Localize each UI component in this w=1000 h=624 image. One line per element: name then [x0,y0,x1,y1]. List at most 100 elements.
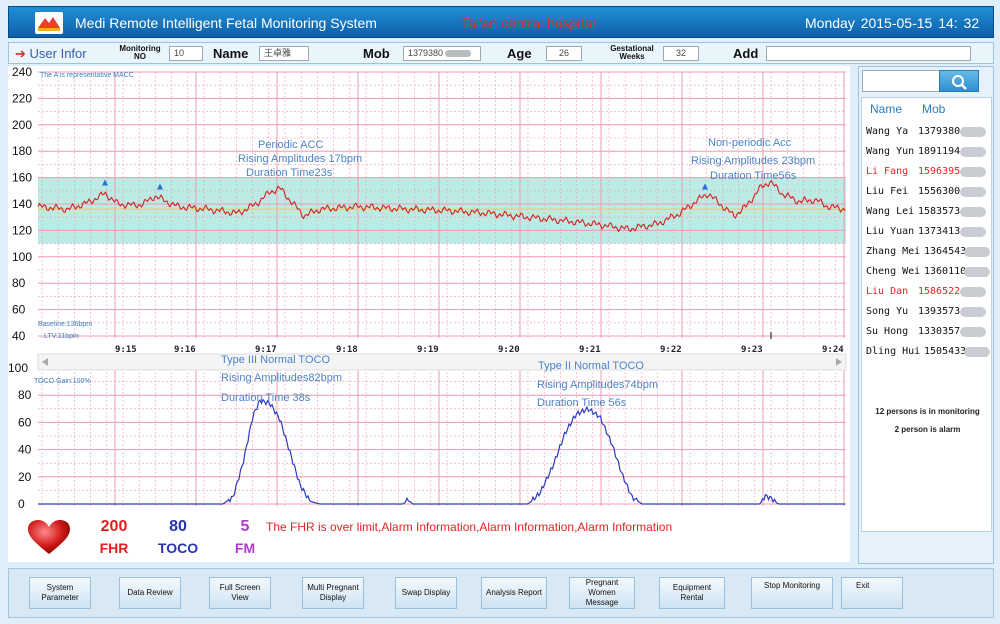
fhr-trace [37,179,846,233]
search-button[interactable] [939,70,979,92]
annotation-text: Duration Time23s [246,167,333,179]
search-input[interactable] [862,70,942,92]
monitoring-no-label: Monitoring NO [119,44,161,61]
full-screen-view-button[interactable]: Full Screen View [209,577,271,609]
gestational-weeks-field[interactable]: 32 [663,46,699,61]
fhr-y-tick-label: 40 [12,329,26,343]
user-infor-label: User Infor [29,46,87,61]
patient-row[interactable]: Liu Dan 1586522 [862,282,993,302]
user-infor-link[interactable]: ➔ User Infor [15,46,87,62]
patient-row[interactable]: Li Fang 1596395 [862,162,993,182]
fhr-y-tick-label: 240 [12,66,32,79]
patient-mob: 1505433 [924,346,967,357]
masked-digits [964,247,990,257]
patient-name: Su Hong [866,326,909,337]
patient-mob: 1379380 [918,126,961,137]
search-icon [952,75,967,90]
stop-monitoring-button[interactable]: Stop Monitoring [751,577,833,609]
masked-digits [445,50,472,58]
time-axis-label: 9:22 [660,345,682,355]
gestational-weeks-label: Gestational Weeks [610,44,654,61]
patient-sidebar: Name Mob Wang Ya 1379380 Wang Yun 1891194 Li… [858,66,994,564]
patient-name: Liu Fei [866,186,909,197]
equipment-rental-button[interactable]: Equipment Rental [659,577,725,609]
name-field[interactable]: 王卓雅 [259,46,309,61]
patient-name: Liu Dan [866,286,909,297]
fm-label: FM [234,540,256,556]
mob-column-header: Mob [922,102,946,116]
add-label: Add [733,46,759,61]
fhr-y-tick-label: 180 [12,144,32,158]
patient-name: Wang Ya [866,126,909,137]
masked-digits [960,147,986,157]
patient-mob: 1556300 [918,186,961,197]
baseline-note: Baseline:136bpm [38,321,92,328]
alarm-message: The FHR is over limit,Alarm Information,… [266,520,673,534]
system-parameter-button[interactable]: System Parameter [29,577,91,609]
patient-row[interactable]: Dling Hui 1505433 [862,342,993,362]
patient-row[interactable]: Zhang Mei 1364543 [862,242,993,262]
patient-row[interactable]: Wang Ya 1379380 [862,122,993,142]
toco-y-tick-label: 40 [18,443,32,457]
fhr-value: 200 [100,518,128,535]
pregnant-women-message-button[interactable]: Pregnant Women Message [569,577,635,609]
multi-pregnant-display-button[interactable]: Multi Pregnant Display [302,577,364,609]
time-axis-label: 9:18 [336,345,358,355]
masked-digits [960,127,986,137]
analysis-report-button[interactable]: Analysis Report [481,577,547,609]
masked-digits [964,347,990,357]
arrow-right-icon: ➔ [15,46,26,61]
patient-row[interactable]: Wang Yun 1891194 [862,142,993,162]
toco-label: TOCO [157,540,199,556]
masked-digits [960,207,986,217]
fhr-y-tick-label: 60 [12,303,26,317]
patient-row[interactable]: Su Hong 1330357 [862,322,993,342]
title-bar: Medi Remote Intelligent Fetal Monitoring… [8,6,994,38]
macc-marker-icon [157,183,163,190]
patient-row[interactable]: Liu Yuan 1373413 [862,222,993,242]
patient-row[interactable]: Song Yu 1393573 [862,302,993,322]
mob-field[interactable]: 1379380 [403,46,481,61]
swap-display-button[interactable]: Swap Display [395,577,457,609]
patient-mob: 1596395 [918,166,961,177]
ctg-chart-svg: 2402202001801601401201008060401008060402… [8,66,847,511]
age-field[interactable]: 26 [546,46,582,61]
patient-row[interactable]: Wang Lei 1583573 [862,202,993,222]
annotation-text: Rising Amplitudes 17bpm [238,153,362,165]
fhr-y-tick-label: 80 [12,276,26,290]
fhr-label: FHR [99,540,129,556]
patient-info-bar: ➔ User Infor Monitoring NO 10 Name 王卓雅 M… [8,42,994,64]
address-field[interactable] [766,46,971,61]
patient-name: Cheng Wei [866,266,921,277]
time-axis-label: 9:24 [822,345,844,355]
macc-marker-icon [702,183,708,190]
patient-mob: 1586522 [918,286,961,297]
patient-name: Dling Hui [866,346,921,357]
annotation-text: Duration Time 56s [537,397,627,409]
annotation-text: Non-periodic Acc [708,137,792,149]
patient-row[interactable]: Liu Fei 1556300 [862,182,993,202]
patient-name: Wang Yun [866,146,915,157]
app-logo-icon [35,12,63,34]
fhr-y-tick-label: 100 [12,250,32,264]
patient-mob: 1360110 [924,266,967,277]
scroll-strip [37,353,847,371]
patient-name: Song Yu [866,306,909,317]
patient-name: Liu Yuan [866,226,915,237]
patient-name: Li Fang [866,166,909,177]
patient-list: Name Mob Wang Ya 1379380 Wang Yun 1891194 Li… [861,97,992,532]
monitoring-no-field[interactable]: 10 [169,46,203,61]
data-review-button[interactable]: Data Review [119,577,181,609]
toco-gain-note: TOCO Gain:100% [34,378,91,385]
annotation-text: Duration Time 38s [221,392,311,404]
fetal-monitor-chart: 240 220 200 180 160 140 120 100 80 60 40 100 80 60 40 2… [8,66,850,516]
patient-row[interactable]: Cheng Wei 1360110 [862,262,993,282]
annotation-text: Rising Amplitudes82bpm [221,372,342,384]
fhr-y-tick-label: 120 [12,223,32,237]
exit-button[interactable]: Exit [841,577,903,609]
toco-trace [38,398,845,505]
toco-y-tick-label: 0 [18,497,25,511]
macc-marker-icon [102,179,108,186]
annotation-text: Duration Time56s [710,170,797,182]
age-label: Age [507,46,532,61]
